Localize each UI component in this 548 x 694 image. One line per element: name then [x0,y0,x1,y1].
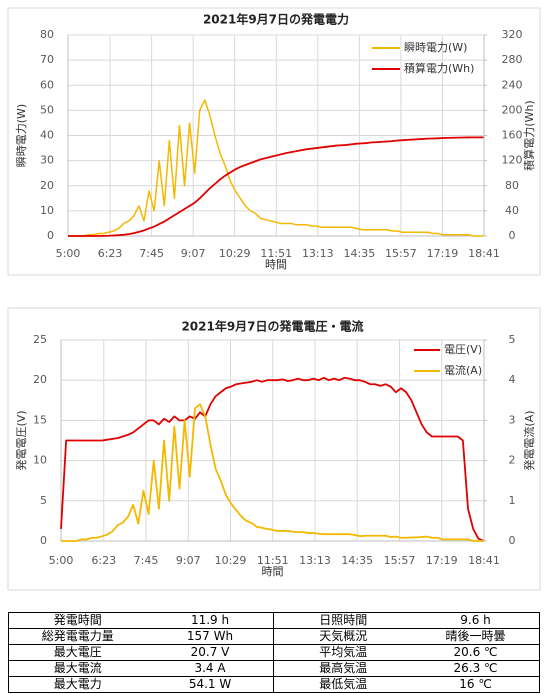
chart-title: 2021年9月7日の発電電力 [203,12,349,27]
x-axis-title: 時間 [262,565,284,578]
table-label: 最大電流 [8,660,147,677]
y2-tick-label: 3 [509,413,516,426]
y2-tick-label: 0 [509,534,516,547]
x-tick-label: 7:45 [139,247,164,260]
series-line [61,403,484,542]
table-label: 総発電電力量 [8,628,147,645]
table-row: 最大電力 54.1 W 最低気温 16 ℃ [8,676,540,693]
y-tick-label: 0 [40,534,47,547]
table-label: 最大電圧 [8,644,147,661]
x-tick-label: 15:57 [385,247,417,260]
x-tick-label: 11:51 [260,247,292,260]
y2-tick-label: 120 [502,154,523,167]
table-value: 3.4 A [146,660,275,677]
x-tick-label: 9:07 [176,554,201,567]
y2-tick-label: 160 [502,129,523,142]
y-tick-label: 15 [33,413,47,426]
y-tick-label: 25 [33,333,47,346]
x-tick-label: 13:13 [302,247,334,260]
x-tick-label: 17:19 [427,247,459,260]
table-row: 最大電圧 20.7 V 平均気温 20.6 ℃ [8,644,540,661]
y-tick-label: 20 [33,373,47,386]
x-tick-label: 9:07 [181,247,206,260]
x-tick-label: 14:35 [344,247,376,260]
y2-axis-title: 積算電力(Wh) [522,100,536,170]
x-tick-label: 10:29 [215,554,247,567]
y2-tick-label: 5 [509,333,516,346]
y2-tick-label: 280 [502,53,523,66]
x-tick-label: 6:23 [91,554,116,567]
y-tick-label: 40 [40,129,54,142]
charts: 2021年9月7日の発電電力01020304050607080040801201… [7,7,541,591]
chart-frame [7,307,541,591]
x-tick-label: 13:13 [299,554,331,567]
y-tick-label: 50 [40,103,54,116]
table-value: 16 ℃ [412,676,540,693]
table-value: 9.6 h [412,612,540,629]
table-value: 26.3 ℃ [412,660,540,677]
table-value: 54.1 W [146,676,275,693]
table-label: 発電時間 [8,612,147,629]
y2-tick-label: 4 [509,373,516,386]
series-line [60,376,484,542]
y-tick-label: 80 [40,28,54,41]
x-tick-label: 14:35 [341,554,373,567]
legend-label: 瞬時電力(W) [404,41,467,54]
y2-tick-label: 0 [509,229,516,242]
y-tick-label: 30 [40,154,54,167]
chart-frame [7,7,541,276]
summary-table: 発電時間 11.9 h 日照時間 9.6 h 総発電電力量 157 Wh 天気概況 晴後一時曇… [8,612,540,693]
y-tick-label: 10 [33,454,47,467]
table-value: 20.6 ℃ [412,644,540,661]
x-tick-label: 10:29 [219,247,251,260]
x-tick-label: 11:51 [257,554,289,567]
y-tick-label: 60 [40,78,54,91]
x-tick-label: 6:23 [98,247,123,260]
y-axis-title: 瞬時電力(W) [15,104,28,167]
table-row: 発電時間 11.9 h 日照時間 9.6 h [8,612,540,629]
table-value: 20.7 V [146,644,275,661]
y2-tick-label: 240 [502,78,523,91]
y-tick-label: 5 [40,494,47,507]
y-tick-label: 70 [40,53,54,66]
legend-label: 電圧(V) [444,343,482,356]
y2-tick-label: 40 [505,204,519,217]
series-line [68,99,484,237]
table-label: 平均気温 [273,644,413,661]
y2-axis-title: 発電電流(A) [522,410,536,470]
table-value: 157 Wh [146,628,275,645]
table-label: 日照時間 [273,612,413,629]
x-tick-label: 17:19 [426,554,458,567]
series-line [68,136,484,237]
x-tick-label: 7:45 [134,554,159,567]
x-tick-label: 18:41 [468,247,500,260]
table-row: 最大電流 3.4 A 最高気温 26.3 ℃ [8,660,540,677]
y-axis-title: 発電電圧(V) [14,410,28,470]
x-tick-label: 5:00 [56,247,81,260]
table-label: 最低気温 [273,676,413,693]
table-value: 11.9 h [146,612,275,629]
table-label: 最大電力 [8,676,147,693]
y2-tick-label: 1 [509,494,516,507]
y-tick-label: 10 [40,204,54,217]
y2-tick-label: 80 [505,179,519,192]
table-row: 総発電電力量 157 Wh 天気概況 晴後一時曇 [8,628,540,645]
x-tick-label: 15:57 [384,554,416,567]
y2-tick-label: 200 [502,103,523,116]
y-tick-label: 20 [40,179,54,192]
x-axis-title: 時間 [265,258,287,271]
x-tick-label: 5:00 [49,554,74,567]
legend-label: 積算電力(Wh) [404,61,474,75]
table-label: 最高気温 [273,660,413,677]
y2-tick-label: 2 [509,454,516,467]
table-label: 天気概況 [273,628,413,645]
y2-tick-label: 320 [502,28,523,41]
chart-title: 2021年9月7日の発電電圧・電流 [181,319,363,334]
legend-label: 電流(A) [444,363,482,377]
x-tick-label: 18:41 [468,554,500,567]
y-tick-label: 0 [47,229,54,242]
table-value: 晴後一時曇 [412,628,540,645]
